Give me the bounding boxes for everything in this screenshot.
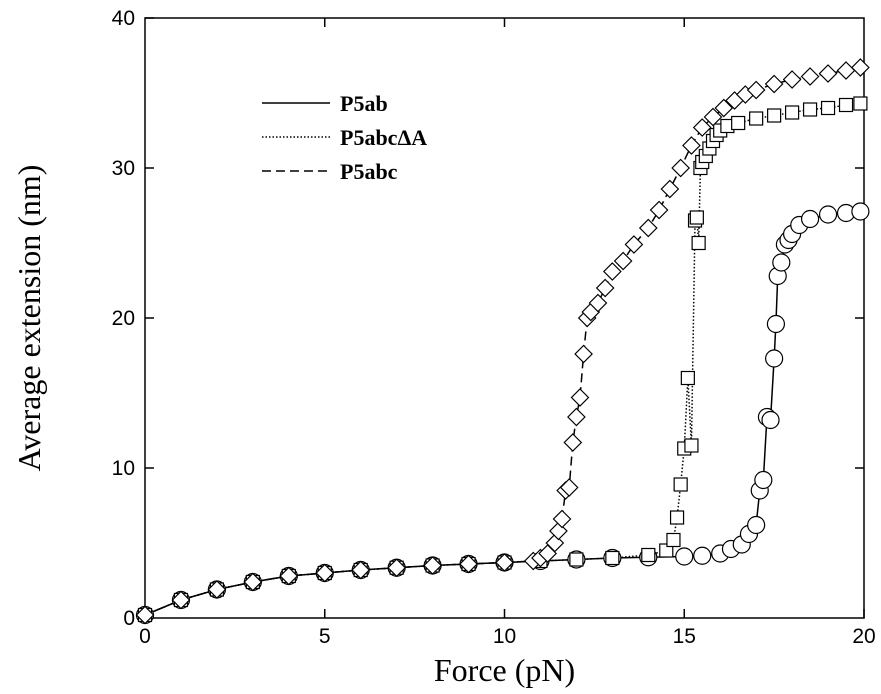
data-point [820,100,836,116]
data-point [207,580,227,599]
data-point [279,566,299,586]
data-point [761,410,780,430]
data-point [671,158,691,178]
y-tick-label: 40 [112,7,135,30]
series-markers-1 [137,96,868,623]
data-point [800,67,820,86]
y-tick-label: 20 [112,307,135,330]
data-point [495,553,514,572]
data-point [613,251,633,271]
data-point [680,370,695,386]
data-point [784,105,800,120]
data-point [660,179,680,199]
axis-ticks: 0 5 10 15 20 0 10 20 30 40 [112,7,876,648]
data-point [767,108,782,123]
data-point [853,96,868,111]
data-point [673,477,688,492]
data-point [851,202,870,221]
x-tick-label: 20 [852,625,875,648]
x-tick-label: 0 [139,625,151,648]
data-point [703,107,723,127]
data-point [459,554,478,574]
data-point [669,510,685,525]
data-point [818,205,838,224]
data-point [684,438,699,453]
y-axis-title: Average extension (nm) [11,165,47,472]
legend-label: P5ab [340,91,388,116]
data-point [838,97,854,113]
legend-label: P5abcΔA [340,125,427,150]
x-tick-label: 5 [319,625,331,648]
y-tick-label: 0 [123,607,135,630]
data-point [552,509,572,529]
data-point [387,558,406,578]
data-point [574,344,593,364]
data-point [659,543,674,558]
data-point [641,547,656,563]
x-axis-title: Force (pN) [434,652,575,688]
x-tick-label: 15 [673,625,696,648]
data-point [243,572,263,592]
data-point [746,80,766,100]
data-point [802,102,818,117]
y-tick-label: 10 [112,457,135,480]
data-point [171,590,191,610]
data-point [567,407,586,427]
data-point [638,218,658,238]
data-point [765,349,784,368]
data-point [691,235,706,251]
data-point [782,70,802,89]
data-point [682,136,701,155]
data-point [800,209,820,229]
data-point [747,515,766,535]
data-point [836,61,856,80]
data-point [351,560,371,580]
y-tick-label: 30 [112,157,135,180]
data-point [772,253,791,272]
data-point [764,74,784,94]
series-layer [135,58,870,625]
data-point [731,115,746,131]
data-point [595,278,615,298]
data-point [754,470,773,490]
data-point [766,314,786,334]
data-point [649,200,669,220]
data-point [692,118,712,137]
data-point [624,235,644,254]
data-point [570,388,590,407]
data-point [135,605,155,625]
data-point [714,98,734,118]
data-point [605,550,620,566]
data-point [315,563,335,583]
data-point [666,532,681,548]
data-point [559,478,579,497]
data-point [588,293,608,313]
x-tick-label: 10 [493,625,516,648]
data-point [603,262,622,281]
legend: P5ab P5abcΔA P5abc [262,91,427,184]
data-point [569,552,584,567]
data-point [563,433,583,452]
data-point [423,556,442,575]
series-markers-2 [135,58,870,625]
data-point [693,546,712,565]
data-point [675,547,694,566]
data-point [851,58,870,77]
data-point [689,210,704,225]
legend-label: P5abc [340,159,398,184]
data-point [818,64,838,83]
data-point [749,111,764,126]
